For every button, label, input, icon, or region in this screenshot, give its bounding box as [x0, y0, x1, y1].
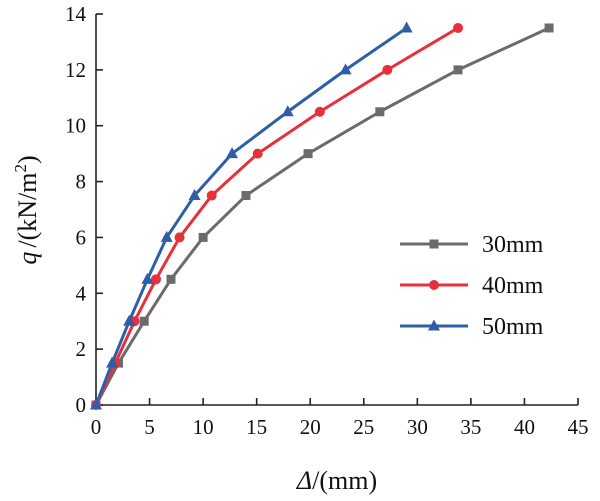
data-point	[198, 232, 208, 242]
data-point	[544, 23, 554, 33]
x-tick-label: 40	[514, 415, 535, 439]
y-tick-label: 4	[76, 281, 87, 305]
data-point	[141, 272, 154, 284]
legend-marker	[429, 280, 439, 290]
y-axis-close: )	[13, 155, 42, 164]
data-point	[252, 148, 263, 159]
x-axis-unit: /(mm)	[312, 466, 377, 495]
y-tick-label: 14	[65, 2, 87, 26]
legend-label: 50mm	[482, 314, 544, 340]
legend-label: 40mm	[482, 273, 544, 299]
data-point	[281, 105, 294, 117]
x-tick-label: 5	[144, 415, 155, 439]
legend-marker	[429, 239, 439, 249]
data-point	[139, 316, 149, 326]
data-point	[375, 107, 385, 117]
data-point	[188, 189, 201, 201]
y-tick-label: 10	[65, 114, 86, 138]
y-axis-superscript: 2	[11, 164, 30, 173]
y-tick-label: 8	[76, 170, 87, 194]
legend-item: 40mm	[400, 273, 544, 299]
x-tick-label: 25	[353, 415, 374, 439]
data-point	[303, 149, 313, 159]
y-ticks: 0 2 4 6 8 10 12 14	[65, 2, 103, 417]
series-layer	[90, 21, 554, 410]
series-line	[94, 26, 408, 406]
y-tick-label: 6	[76, 225, 87, 249]
legend-label: 30mm	[482, 232, 544, 258]
x-axis-title: Δ/(mm)	[296, 466, 377, 495]
data-point	[106, 356, 119, 368]
x-axis-symbol: Δ	[296, 466, 312, 495]
x-tick-label: 10	[193, 415, 214, 439]
x-tick-label: 30	[407, 415, 428, 439]
data-point	[150, 274, 161, 285]
y-axis-symbol: q	[13, 252, 42, 265]
y-tick-label: 0	[76, 393, 87, 417]
x-tick-label: 45	[568, 415, 589, 439]
data-point	[206, 190, 217, 201]
y-tick-label: 12	[65, 58, 86, 82]
data-point	[174, 232, 185, 243]
data-point	[241, 191, 251, 201]
y-tick-label: 2	[76, 337, 87, 361]
x-ticks: 0 5 10 15 20 25 30 35 40 45	[91, 398, 589, 439]
data-point	[166, 274, 176, 284]
series-30mm	[91, 23, 554, 410]
data-point	[453, 65, 463, 75]
data-point	[90, 398, 102, 410]
y-axis-unit: /(kN/m	[13, 173, 42, 248]
data-point	[400, 21, 413, 33]
data-point	[160, 230, 173, 242]
data-point	[339, 63, 352, 75]
legend-item: 30mm	[400, 232, 544, 258]
data-point	[453, 22, 464, 33]
x-tick-label: 35	[460, 415, 481, 439]
data-point	[226, 147, 239, 159]
data-point	[123, 314, 136, 326]
legend: 30mm 40mm 50mm	[400, 232, 544, 340]
legend-item: 50mm	[400, 314, 544, 340]
x-tick-label: 0	[91, 415, 102, 439]
series-line	[94, 26, 550, 406]
x-tick-label: 20	[300, 415, 321, 439]
series-50mm	[90, 21, 413, 410]
series-line	[94, 26, 459, 406]
x-tick-label: 15	[246, 415, 267, 439]
data-point	[382, 64, 393, 75]
series-40mm	[91, 22, 464, 410]
y-axis-title: q /(kN/m2)	[11, 155, 42, 264]
axes	[95, 14, 578, 406]
data-point	[314, 106, 325, 117]
legend-marker	[428, 319, 440, 331]
